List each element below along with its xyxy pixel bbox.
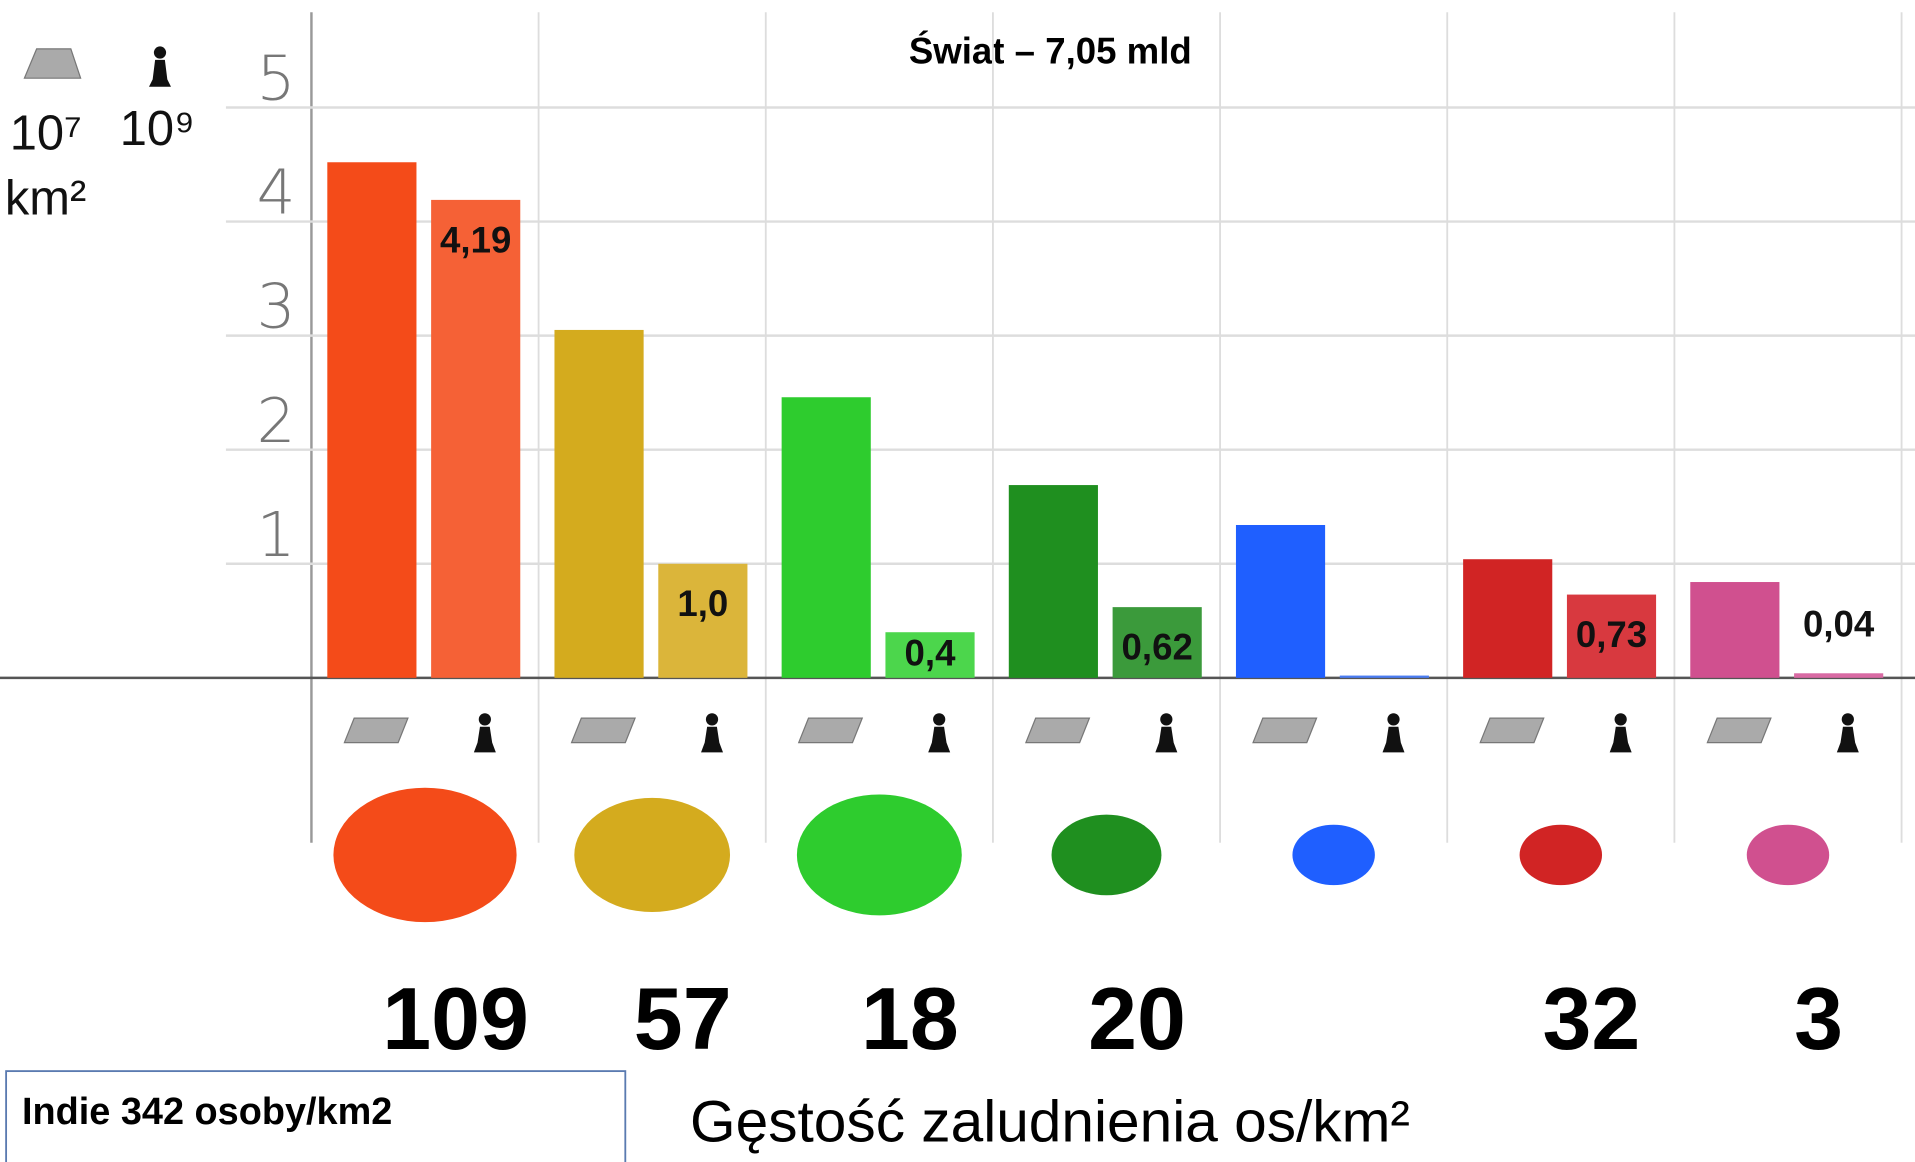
bar (554, 329, 644, 678)
person-icon (148, 46, 171, 87)
area-icon (1706, 717, 1772, 744)
bar (1463, 559, 1553, 678)
bar (781, 397, 871, 678)
density-label: 57 (634, 969, 732, 1068)
density-label: 18 (861, 969, 959, 1068)
bar (658, 563, 748, 678)
bar (1339, 675, 1429, 678)
value-label: 0,4 (905, 633, 957, 674)
person-body (1382, 726, 1405, 753)
plot: 1 2 3 4 5 4,19 1,0 0,4 0,62 0,73 0,04 109 57 18 20 32 3 (0, 12, 1915, 1068)
bar (327, 162, 417, 678)
note-box (5, 1070, 627, 1162)
y-unit-area: km² (5, 171, 86, 225)
continent-shape (796, 794, 962, 916)
person-body (473, 726, 496, 753)
person-head (933, 713, 946, 726)
y-unit-area: 10⁷ (10, 107, 82, 161)
bar (1690, 582, 1780, 678)
person-icon (1155, 713, 1178, 753)
person-icon (473, 713, 496, 753)
y-tick-label: 1 (257, 500, 296, 571)
continent-shape (1519, 824, 1603, 886)
person-head (705, 713, 719, 726)
value-label: 4,19 (440, 219, 511, 260)
bar (1566, 594, 1657, 678)
density-label: 20 (1088, 969, 1186, 1068)
bar (1235, 524, 1326, 678)
x-axis-label: Gęstość zaludnienia os/km² (690, 1090, 1410, 1155)
person-body (1155, 726, 1178, 753)
area-icon (570, 717, 636, 744)
value-label: 1,0 (677, 583, 728, 624)
value-label: 0,04 (1803, 604, 1875, 645)
area-icon (343, 717, 409, 744)
bar (1794, 673, 1884, 678)
person-head (1614, 713, 1627, 726)
area-icon (797, 717, 864, 744)
person-head (478, 713, 491, 726)
density-label: 3 (1794, 969, 1843, 1068)
bar (431, 199, 521, 678)
continent-shape (574, 797, 731, 913)
person-body (701, 726, 724, 753)
y-tick-label: 4 (257, 158, 296, 229)
person-body (928, 726, 951, 753)
area-icon (23, 48, 82, 79)
value-label: 0,62 (1122, 627, 1193, 668)
person-icon (1609, 713, 1632, 753)
y-unit-population: 10⁹ (120, 102, 195, 156)
person-head (1387, 713, 1400, 726)
continent-shape (1292, 824, 1375, 886)
person-body (1609, 726, 1632, 753)
density-label: 109 (382, 969, 529, 1068)
bar (1008, 485, 1098, 678)
y-tick-label: 5 (257, 44, 296, 115)
area-icon (1479, 717, 1545, 744)
person-head (1841, 713, 1854, 726)
area-icon (1024, 717, 1091, 744)
person-icon (1836, 713, 1859, 753)
area-icon (1252, 717, 1318, 744)
person-icon (928, 713, 951, 753)
note: Indie 342 osoby/km2 (22, 1091, 392, 1133)
bar (885, 632, 975, 678)
chart-title: Świat – 7,05 mld (909, 29, 1192, 71)
person-body (1836, 726, 1859, 753)
continent-shape (333, 787, 517, 923)
continent-shape (1746, 824, 1830, 886)
bar (1112, 607, 1202, 678)
person-icon (1382, 713, 1405, 753)
value-label: 0,73 (1576, 614, 1647, 655)
density-label: 32 (1542, 969, 1640, 1068)
person-icon (701, 713, 724, 753)
y-tick-label: 2 (257, 386, 296, 457)
y-tick-label: 3 (257, 272, 296, 343)
continent-shape (1051, 814, 1162, 896)
person-head (1160, 713, 1173, 726)
